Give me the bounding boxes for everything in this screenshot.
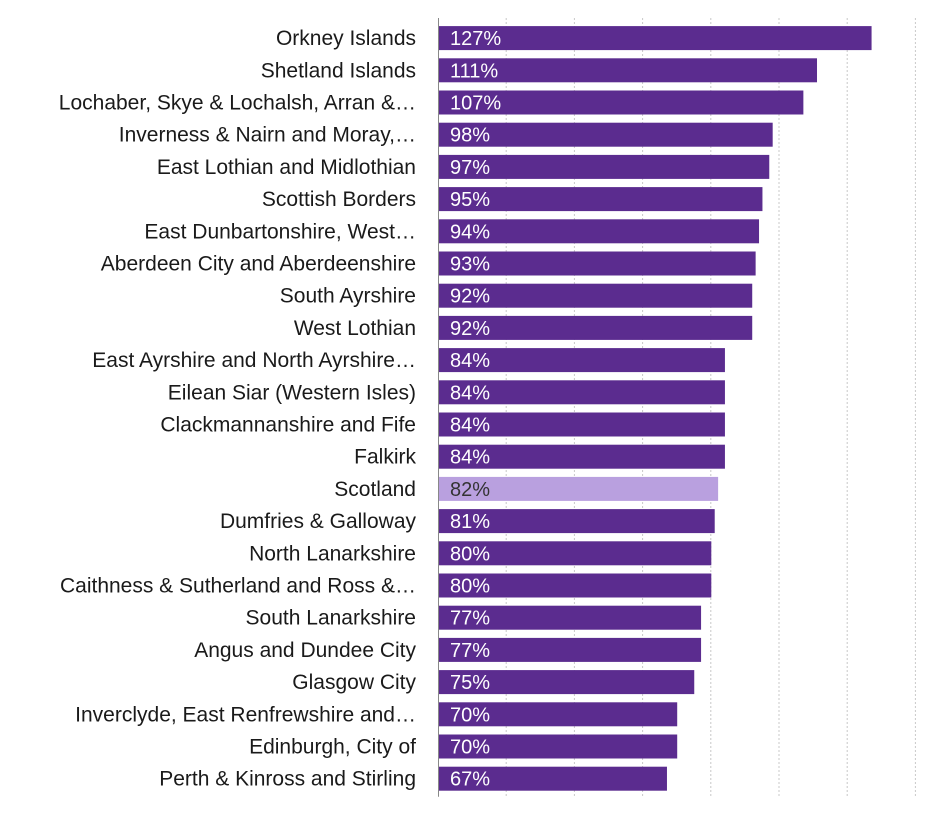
bar-value-label: 95% bbox=[450, 189, 490, 211]
bar bbox=[438, 348, 725, 373]
bar bbox=[438, 509, 715, 534]
category-label: Glasgow City bbox=[292, 671, 416, 694]
category-label: North Lanarkshire bbox=[249, 542, 416, 565]
bar bbox=[438, 766, 667, 791]
bar-value-label: 98% bbox=[450, 125, 490, 147]
bar bbox=[438, 58, 818, 83]
bar bbox=[438, 637, 702, 662]
bar-value-label: 70% bbox=[450, 737, 490, 759]
bar-value-label: 75% bbox=[450, 672, 490, 694]
category-label: Eilean Siar (Western Isles) bbox=[168, 381, 416, 404]
bar-value-label: 111% bbox=[450, 60, 498, 82]
category-label: Shetland Islands bbox=[261, 59, 416, 82]
bar-value-label: 92% bbox=[450, 318, 490, 340]
category-label: East Lothian and Midlothian bbox=[157, 156, 416, 179]
category-label: Lochaber, Skye & Lochalsh, Arran &… bbox=[59, 92, 416, 115]
bar bbox=[438, 444, 725, 469]
bar-value-label: 80% bbox=[450, 576, 490, 598]
category-label: East Ayrshire and North Ayrshire… bbox=[92, 349, 416, 372]
bar-value-label: 81% bbox=[450, 511, 490, 533]
category-labels: Orkney Islands Shetland Islands Lochaber, … bbox=[59, 27, 417, 791]
category-label: Dumfries & Galloway bbox=[220, 510, 417, 533]
bar bbox=[438, 412, 725, 437]
bar-value-label: 127% bbox=[450, 28, 501, 50]
category-label: Inverness & Nairn and Moray,… bbox=[119, 124, 416, 147]
bar bbox=[438, 251, 756, 276]
category-label: West Lothian bbox=[294, 317, 416, 340]
category-label: Inverclyde, East Renfrewshire and… bbox=[75, 703, 416, 726]
category-label: Perth & Kinross and Stirling bbox=[159, 768, 416, 791]
bar-value-label: 70% bbox=[450, 704, 490, 726]
bar bbox=[438, 154, 770, 179]
bar bbox=[438, 670, 695, 695]
bar bbox=[438, 26, 872, 51]
bar-value-label: 93% bbox=[450, 254, 490, 276]
bar-value-label: 97% bbox=[450, 157, 490, 179]
bar-value-label: 77% bbox=[450, 640, 490, 662]
category-label: Aberdeen City and Aberdeenshire bbox=[101, 253, 416, 276]
bar-value-label: 84% bbox=[450, 415, 490, 437]
bar-value-label: 80% bbox=[450, 543, 490, 565]
bar-value-label: 94% bbox=[450, 221, 490, 243]
bar bbox=[438, 380, 725, 405]
bar bbox=[438, 605, 702, 630]
bar bbox=[438, 315, 753, 340]
category-label: South Ayrshire bbox=[280, 285, 416, 308]
bar bbox=[438, 476, 719, 501]
category-label: Scotland bbox=[334, 478, 416, 501]
bar-value-label: 84% bbox=[450, 382, 490, 404]
bar-value-label: 82% bbox=[450, 479, 490, 501]
bar bbox=[438, 187, 763, 212]
category-label: Caithness & Sutherland and Ross &… bbox=[60, 575, 416, 598]
bar bbox=[438, 283, 753, 308]
bar bbox=[438, 702, 678, 727]
category-label: Clackmannanshire and Fife bbox=[160, 414, 416, 437]
bar bbox=[438, 734, 678, 759]
bar-value-label: 92% bbox=[450, 286, 490, 308]
bar bbox=[438, 573, 712, 598]
category-label: East Dunbartonshire, West… bbox=[144, 220, 416, 243]
category-label: Angus and Dundee City bbox=[194, 639, 416, 662]
category-label: South Lanarkshire bbox=[246, 607, 416, 630]
gridlines bbox=[505, 18, 916, 797]
bar-value-label: 107% bbox=[450, 93, 501, 115]
category-label: Orkney Islands bbox=[276, 27, 416, 50]
bar bbox=[438, 219, 760, 244]
category-label: Falkirk bbox=[354, 446, 416, 469]
bar bbox=[438, 122, 773, 147]
bar-value-label: 84% bbox=[450, 350, 490, 372]
bar-value-label: 67% bbox=[450, 769, 490, 791]
bar-value-label: 77% bbox=[450, 608, 490, 630]
bars: 127% 111% 107% 98% 97% 95% 94% 93% 92% 92% 84% 84% 8… bbox=[438, 26, 872, 791]
bar-value-label: 84% bbox=[450, 447, 490, 469]
bar bbox=[438, 90, 804, 115]
category-label: Scottish Borders bbox=[262, 188, 416, 211]
category-label: Edinburgh, City of bbox=[249, 736, 416, 759]
bar bbox=[438, 541, 712, 566]
